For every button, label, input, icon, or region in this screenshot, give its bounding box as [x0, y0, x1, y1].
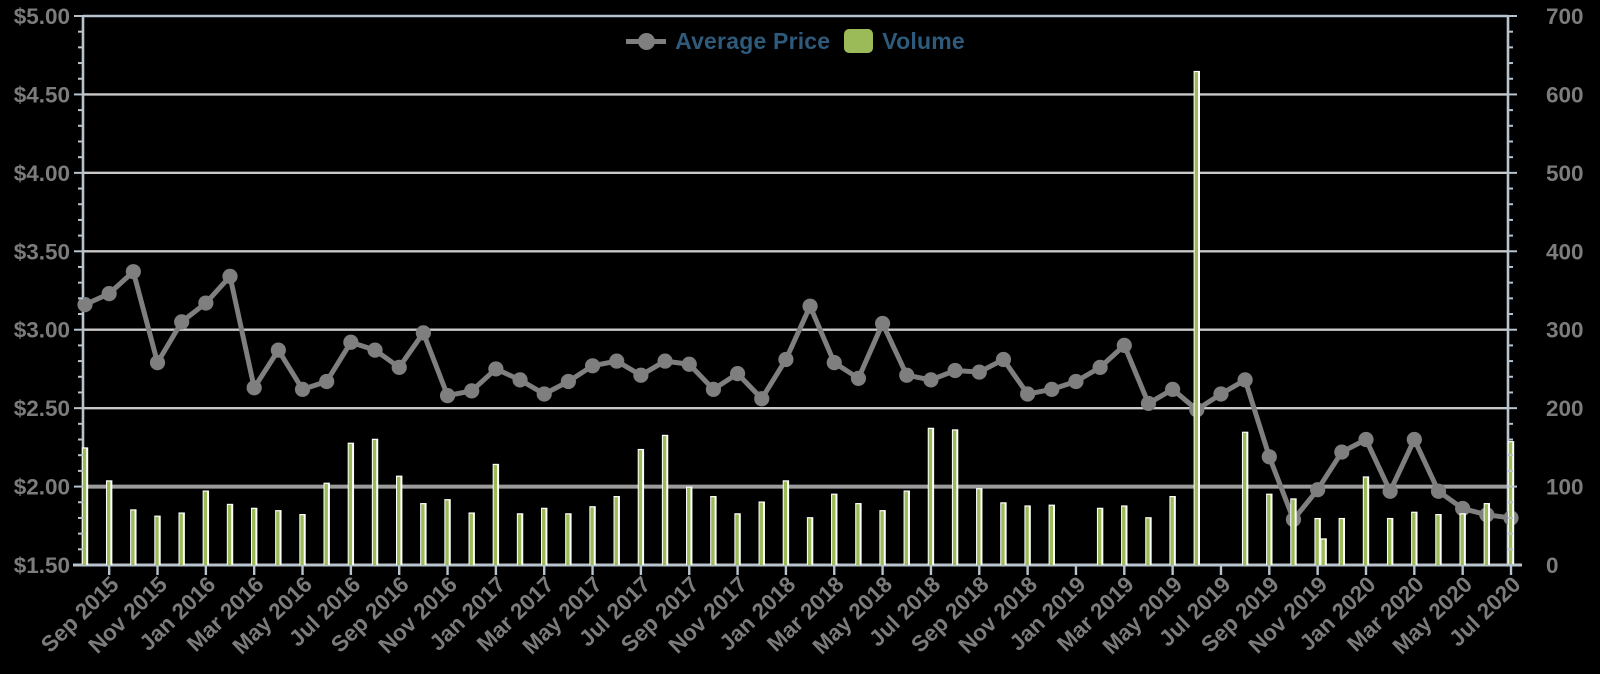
svg-text:$4.50: $4.50: [14, 82, 70, 107]
svg-text:$1.50: $1.50: [14, 553, 70, 578]
legend-item-volume: Volume: [844, 28, 965, 55]
svg-text:$3.00: $3.00: [14, 318, 70, 343]
gridlines: [83, 93, 1508, 489]
average-price-line: [77, 264, 1519, 528]
svg-text:$2.50: $2.50: [14, 396, 70, 421]
svg-text:$5.00: $5.00: [14, 4, 70, 29]
svg-text:$2.00: $2.00: [14, 475, 70, 500]
svg-text:700: 700: [1546, 4, 1584, 29]
bar-swatch-icon: [844, 29, 874, 53]
svg-text:0: 0: [1546, 553, 1559, 578]
svg-text:$4.00: $4.00: [14, 161, 70, 186]
line-marker-icon: [626, 32, 667, 50]
volume-bars: [81, 70, 1515, 566]
svg-text:400: 400: [1546, 239, 1584, 264]
volume-axis-labels: 700 600 500 400 300 200 100 0: [1546, 4, 1584, 578]
chart-legend: Average Price Volume: [83, 24, 1508, 58]
axes-frame: [73, 14, 1522, 567]
price-axis-labels: $5.00 $4.50 $4.00 $3.50 $3.00 $2.50 $2.00 $1.50: [14, 4, 70, 578]
svg-text:100: 100: [1546, 475, 1584, 500]
svg-text:600: 600: [1546, 82, 1584, 107]
axis-ticks: [74, 15, 1517, 575]
svg-text:$3.50: $3.50: [14, 239, 70, 264]
svg-text:200: 200: [1546, 396, 1584, 421]
legend-label-volume: Volume: [882, 27, 965, 54]
legend-item-average-price: Average Price: [626, 28, 830, 55]
legend-label-average-price: Average Price: [675, 27, 831, 54]
svg-text:300: 300: [1546, 318, 1584, 343]
svg-text:500: 500: [1546, 161, 1584, 186]
